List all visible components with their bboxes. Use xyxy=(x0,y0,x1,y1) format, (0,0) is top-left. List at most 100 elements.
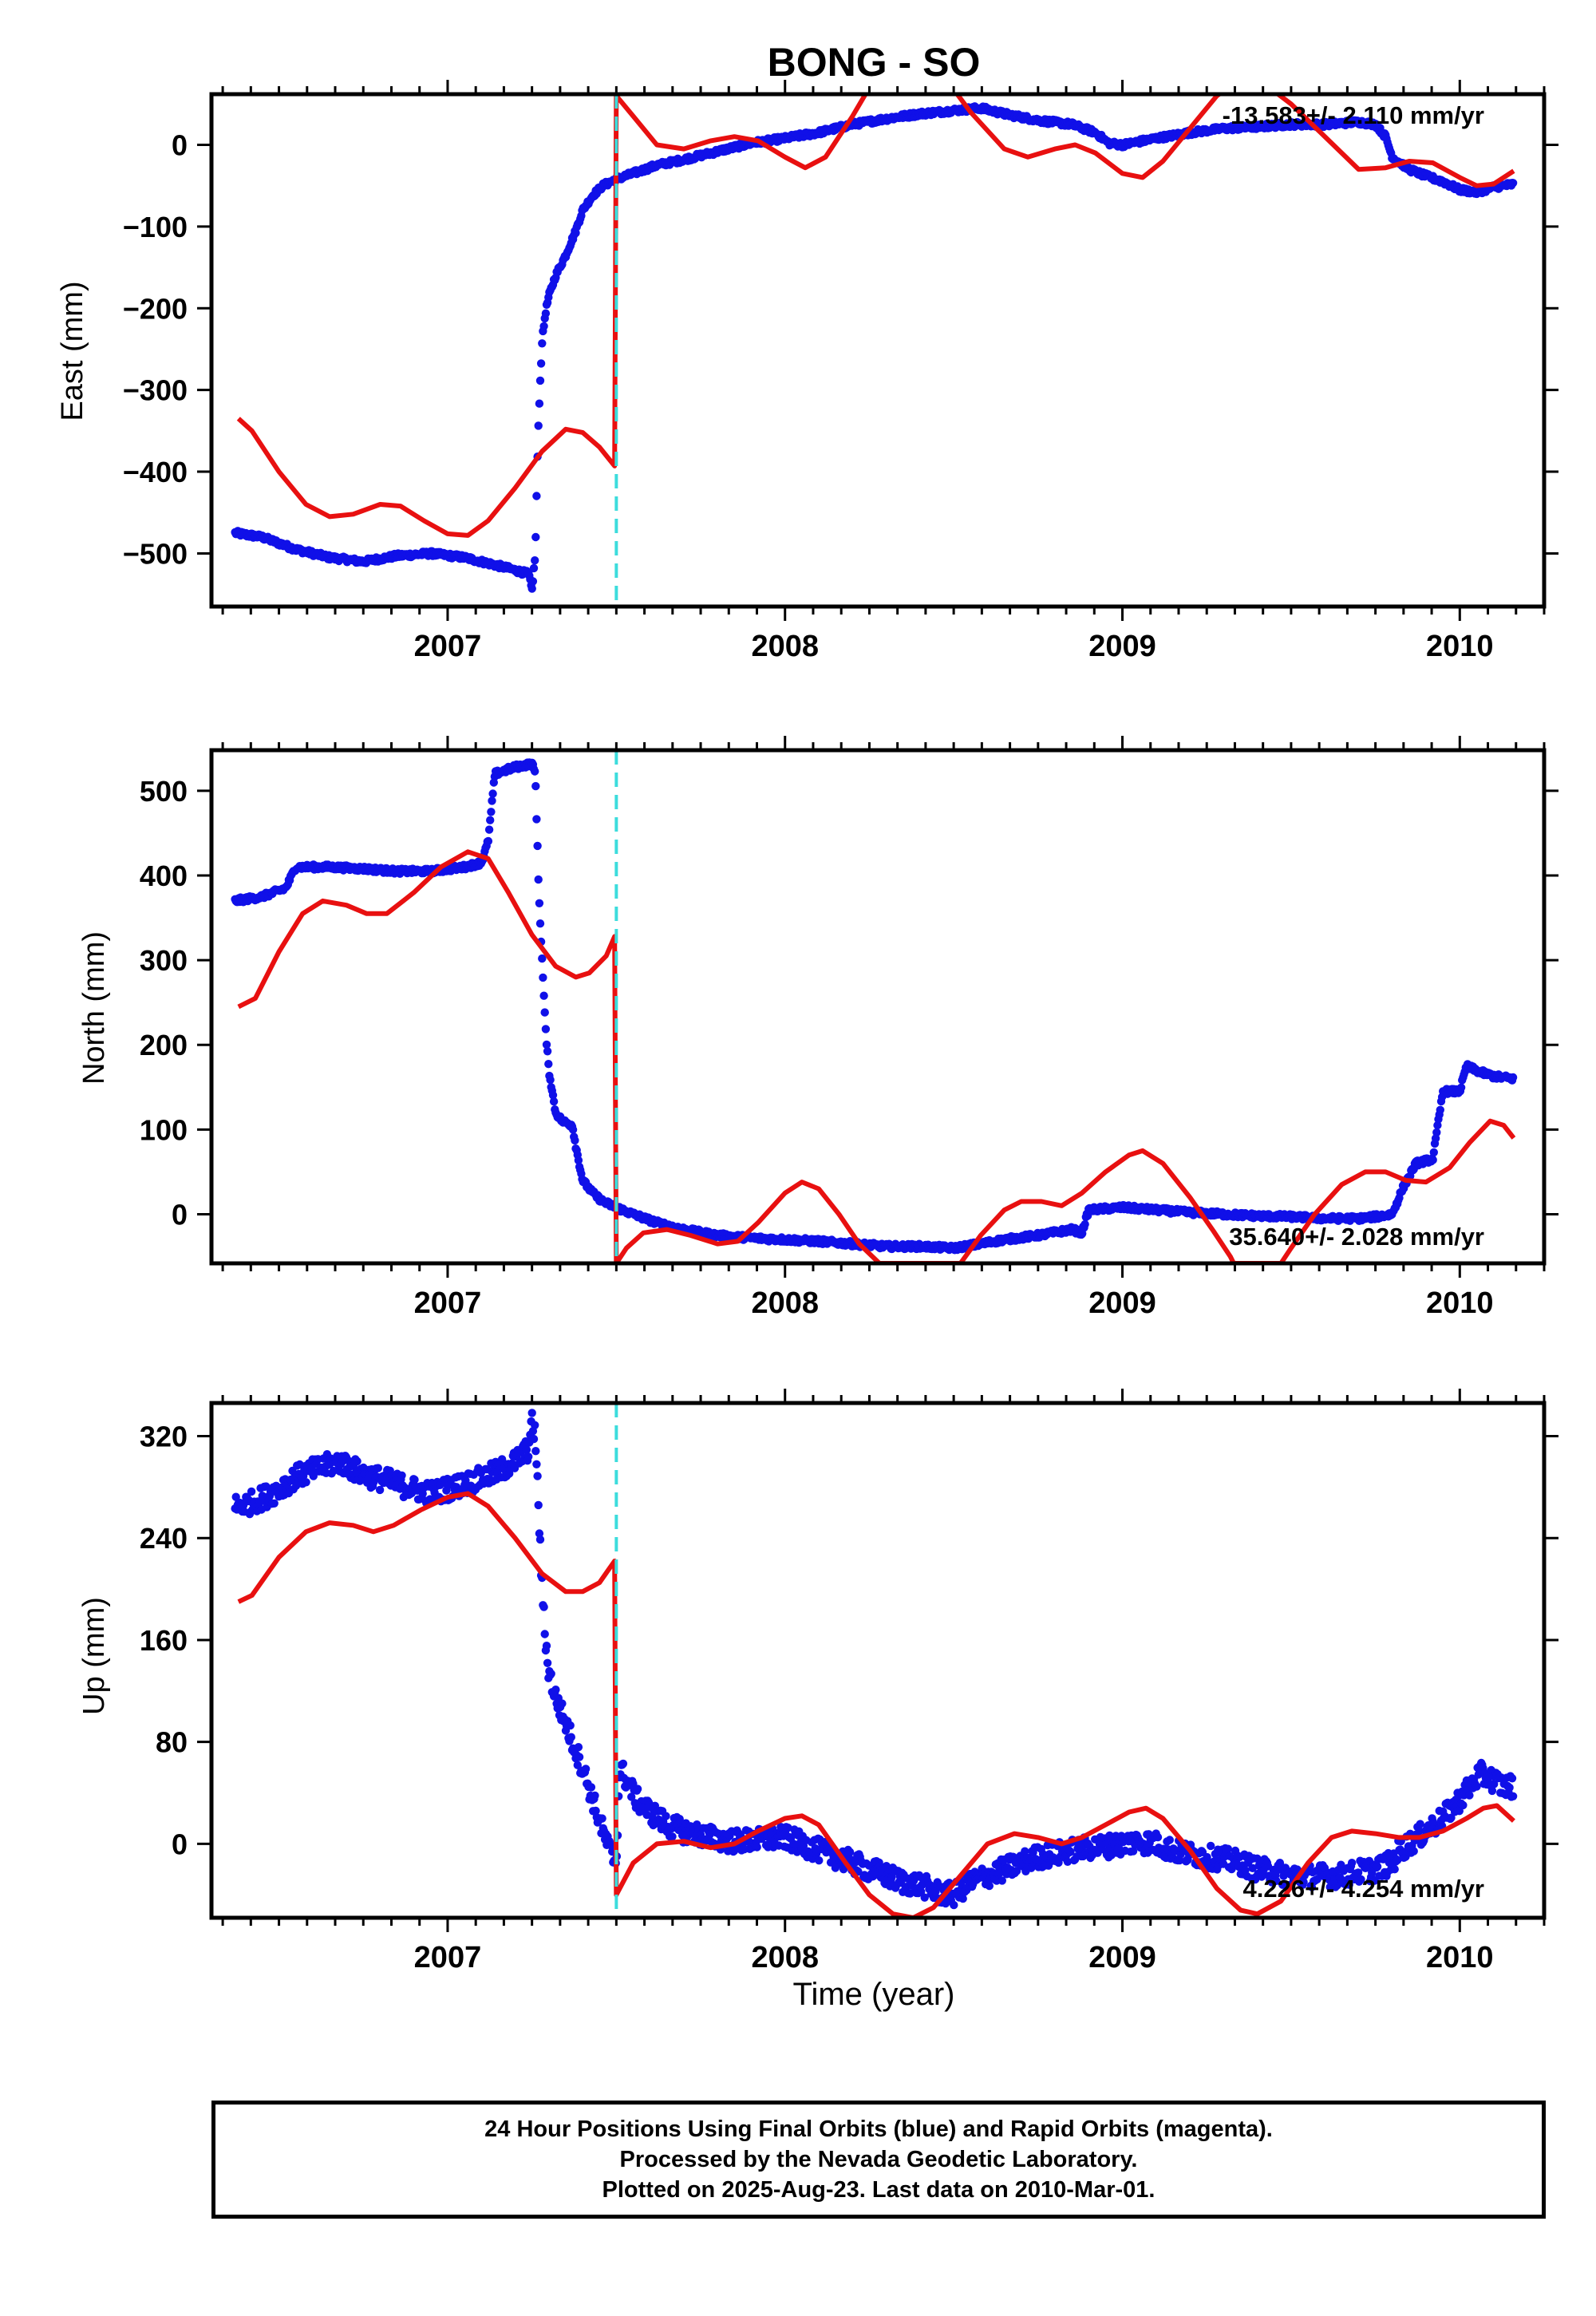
up-data-point xyxy=(753,1843,761,1852)
north-ytick-label: 200 xyxy=(140,1029,188,1061)
east-ytick-label: −500 xyxy=(123,537,188,570)
north-data-point xyxy=(1428,1156,1437,1164)
north-data-point xyxy=(541,1025,551,1034)
north-data-point xyxy=(539,991,548,1000)
east-rate-label: -13.583+/- 2.110 mm/yr xyxy=(1223,101,1484,129)
up-data-point xyxy=(535,1535,545,1544)
east-data-point xyxy=(534,421,543,430)
up-data-point xyxy=(1472,1782,1481,1791)
up-xtick-label: 2007 xyxy=(414,1941,482,1974)
up-data-point xyxy=(1487,1786,1497,1796)
north-data-point xyxy=(1433,1120,1442,1130)
up-data-point xyxy=(998,1876,1007,1885)
east-plot-frame xyxy=(209,92,1547,609)
north-data-point xyxy=(539,973,547,982)
east-model-fit-line xyxy=(236,94,1515,538)
up-data-point xyxy=(1393,1856,1402,1864)
north-data-point xyxy=(544,1060,553,1069)
up-panel: Up (mm) 4.226+/- 4.254 mm/yr xyxy=(77,1597,1484,1903)
north-ytick-label: 100 xyxy=(140,1113,188,1146)
north-data-point xyxy=(571,1136,579,1145)
up-data-point xyxy=(1459,1800,1468,1810)
up-data-point xyxy=(1165,1836,1175,1844)
east-data-point xyxy=(531,556,539,565)
up-xtick-label: 2009 xyxy=(1088,1941,1156,1974)
east-data-point xyxy=(528,577,538,586)
up-data-point xyxy=(410,1475,419,1484)
up-data-point xyxy=(373,1464,382,1472)
up-data-point xyxy=(845,1848,855,1856)
up-data-point xyxy=(598,1814,606,1823)
up-ytick-label: 320 xyxy=(140,1421,188,1453)
east-data-point xyxy=(529,563,539,573)
north-data-point xyxy=(487,808,496,816)
up-data-point xyxy=(591,1806,600,1816)
up-data-point xyxy=(540,1630,549,1638)
east-data-point xyxy=(1508,179,1518,188)
east-ylabel: East (mm) xyxy=(56,281,89,421)
up-data-point xyxy=(1313,1875,1321,1883)
north-data-point xyxy=(568,1125,578,1134)
east-data-point xyxy=(536,359,546,368)
east-data-point xyxy=(535,376,545,385)
up-data-point xyxy=(1357,1875,1365,1884)
up-data-point xyxy=(618,1759,628,1769)
north-plot-area xyxy=(231,758,1518,1263)
up-data-point xyxy=(1373,1862,1382,1871)
north-plot-frame xyxy=(209,748,1547,1266)
up-data-point xyxy=(397,1471,406,1480)
north-data-point xyxy=(535,899,544,908)
east-data-point xyxy=(531,532,540,542)
east-xtick-label: 2007 xyxy=(414,630,482,663)
north-ylabel: North (mm) xyxy=(77,931,111,1085)
up-data-point xyxy=(1347,1859,1357,1867)
up-data-point xyxy=(302,1478,310,1487)
up-data-point xyxy=(784,1824,792,1832)
north-data-point xyxy=(534,875,543,884)
up-data-point xyxy=(1390,1865,1399,1874)
up-data-point xyxy=(1345,1880,1353,1889)
north-data-point xyxy=(549,1097,559,1106)
north-data-point xyxy=(488,789,497,798)
up-data-point xyxy=(539,1603,548,1611)
up-data-point xyxy=(1153,1832,1163,1842)
east-ytick-label: 0 xyxy=(172,128,188,161)
east-ytick-label: −100 xyxy=(123,211,188,243)
east-data-point xyxy=(538,339,547,348)
up-data-point xyxy=(522,1445,531,1454)
east-ytick-label: −200 xyxy=(123,292,188,325)
up-xtick-label: 2008 xyxy=(751,1941,819,1974)
north-data-point xyxy=(543,1047,552,1056)
north-xtick-label: 2008 xyxy=(751,1286,819,1320)
north-data-point xyxy=(532,815,541,824)
up-data-point xyxy=(591,1791,599,1800)
up-ylabel: Up (mm) xyxy=(77,1597,111,1715)
up-data-point xyxy=(1416,1820,1424,1828)
up-data-point xyxy=(1248,1863,1257,1872)
up-data-point xyxy=(815,1856,824,1865)
up-data-point xyxy=(1114,1844,1124,1852)
up-model-fit-line xyxy=(237,1491,1515,1918)
north-final-orbit-points xyxy=(231,758,1518,1255)
up-data-point xyxy=(575,1753,584,1761)
north-data-point xyxy=(484,836,493,846)
east-xtick-label: 2009 xyxy=(1088,630,1156,663)
x-axis-label: Time (year) xyxy=(793,1977,955,2012)
north-xtick-label: 2010 xyxy=(1426,1286,1494,1320)
up-data-point xyxy=(270,1499,279,1508)
up-data-point xyxy=(1105,1831,1114,1840)
up-xtick-label: 2010 xyxy=(1426,1941,1494,1974)
up-data-point xyxy=(461,1476,470,1485)
north-data-point xyxy=(542,1040,551,1049)
up-data-point xyxy=(668,1832,677,1841)
up-data-point xyxy=(534,1500,543,1510)
up-data-point xyxy=(1415,1827,1424,1836)
up-data-point xyxy=(920,1893,929,1902)
up-data-point xyxy=(1465,1791,1474,1800)
up-data-point xyxy=(543,1658,552,1667)
north-data-point xyxy=(1080,1219,1089,1229)
up-data-point xyxy=(1021,1847,1029,1856)
up-data-point xyxy=(558,1699,567,1708)
up-plot-frame xyxy=(209,1401,1547,1920)
up-data-point xyxy=(887,1872,896,1881)
